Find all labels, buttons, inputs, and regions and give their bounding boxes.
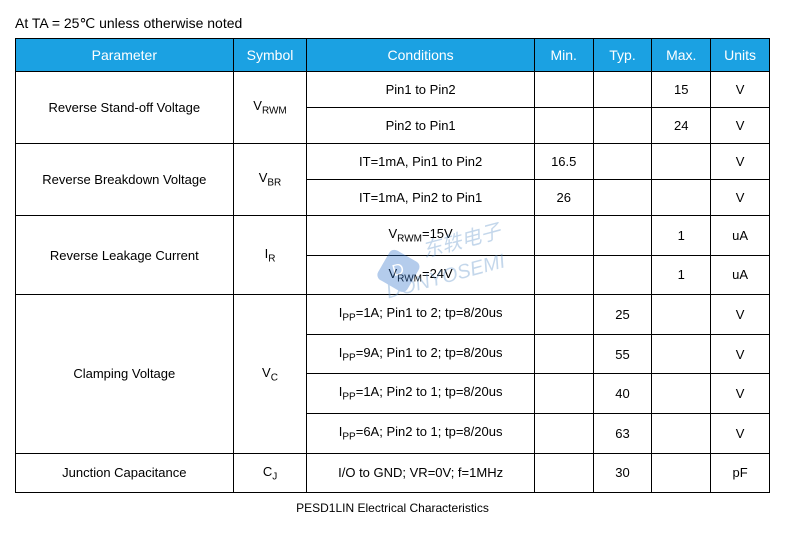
cell-min — [534, 216, 593, 256]
cell-symbol: VC — [233, 295, 307, 453]
table-caption: PESD1LIN Electrical Characteristics — [15, 501, 770, 515]
cell-symbol: VRWM — [233, 72, 307, 144]
cell-min — [534, 374, 593, 414]
table-row: Reverse Stand-off VoltageVRWMPin1 to Pin… — [16, 72, 770, 108]
cell-min — [534, 108, 593, 144]
table-row: Reverse Breakdown VoltageVBRIT=1mA, Pin1… — [16, 144, 770, 180]
cell-min — [534, 453, 593, 493]
cell-symbol: CJ — [233, 453, 307, 493]
cell-conditions: IPP=9A; Pin1 to 2; tp=8/20us — [307, 334, 534, 374]
cell-typ — [593, 144, 652, 180]
cell-min — [534, 413, 593, 453]
cell-min — [534, 72, 593, 108]
cell-parameter: Clamping Voltage — [16, 295, 234, 453]
cell-conditions: IT=1mA, Pin2 to Pin1 — [307, 180, 534, 216]
cell-min — [534, 295, 593, 335]
cell-typ — [593, 216, 652, 256]
table-row: Junction CapacitanceCJI/O to GND; VR=0V;… — [16, 453, 770, 493]
cell-max: 1 — [652, 255, 711, 295]
cell-min: 16.5 — [534, 144, 593, 180]
cell-parameter: Reverse Leakage Current — [16, 216, 234, 295]
cell-conditions: VRWM=15V — [307, 216, 534, 256]
cell-parameter: Junction Capacitance — [16, 453, 234, 493]
cell-parameter: Reverse Stand-off Voltage — [16, 72, 234, 144]
cell-conditions: IPP=6A; Pin2 to 1; tp=8/20us — [307, 413, 534, 453]
cell-max: 15 — [652, 72, 711, 108]
cell-typ: 30 — [593, 453, 652, 493]
cell-conditions: VRWM=24V — [307, 255, 534, 295]
cell-symbol: IR — [233, 216, 307, 295]
cell-typ — [593, 180, 652, 216]
cell-units: V — [711, 374, 770, 414]
table-header-row: Parameter Symbol Conditions Min. Typ. Ma… — [16, 39, 770, 72]
cell-max — [652, 180, 711, 216]
top-note: At TA = 25℃ unless otherwise noted — [15, 15, 771, 32]
cell-conditions: IT=1mA, Pin1 to Pin2 — [307, 144, 534, 180]
cell-typ — [593, 255, 652, 295]
cell-min: 26 — [534, 180, 593, 216]
cell-conditions: IPP=1A; Pin2 to 1; tp=8/20us — [307, 374, 534, 414]
cell-typ: 25 — [593, 295, 652, 335]
cell-units: V — [711, 413, 770, 453]
col-header-symbol: Symbol — [233, 39, 307, 72]
cell-min — [534, 255, 593, 295]
cell-max — [652, 413, 711, 453]
cell-units: V — [711, 144, 770, 180]
cell-max — [652, 374, 711, 414]
cell-units: uA — [711, 216, 770, 256]
cell-units: V — [711, 295, 770, 335]
col-header-units: Units — [711, 39, 770, 72]
col-header-min: Min. — [534, 39, 593, 72]
cell-units: V — [711, 72, 770, 108]
cell-max — [652, 144, 711, 180]
col-header-parameter: Parameter — [16, 39, 234, 72]
cell-conditions: Pin2 to Pin1 — [307, 108, 534, 144]
cell-parameter: Reverse Breakdown Voltage — [16, 144, 234, 216]
cell-symbol: VBR — [233, 144, 307, 216]
cell-units: uA — [711, 255, 770, 295]
cell-units: V — [711, 334, 770, 374]
col-header-typ: Typ. — [593, 39, 652, 72]
cell-max — [652, 453, 711, 493]
table-body: Reverse Stand-off VoltageVRWMPin1 to Pin… — [16, 72, 770, 493]
cell-max: 24 — [652, 108, 711, 144]
characteristics-table: Parameter Symbol Conditions Min. Typ. Ma… — [15, 38, 770, 493]
cell-conditions: Pin1 to Pin2 — [307, 72, 534, 108]
cell-typ: 63 — [593, 413, 652, 453]
cell-conditions: IPP=1A; Pin1 to 2; tp=8/20us — [307, 295, 534, 335]
col-header-conditions: Conditions — [307, 39, 534, 72]
cell-typ — [593, 72, 652, 108]
cell-units: V — [711, 180, 770, 216]
cell-typ: 55 — [593, 334, 652, 374]
cell-typ: 40 — [593, 374, 652, 414]
cell-min — [534, 334, 593, 374]
col-header-max: Max. — [652, 39, 711, 72]
cell-units: pF — [711, 453, 770, 493]
cell-max — [652, 334, 711, 374]
cell-max: 1 — [652, 216, 711, 256]
cell-units: V — [711, 108, 770, 144]
cell-max — [652, 295, 711, 335]
table-row: Clamping VoltageVCIPP=1A; Pin1 to 2; tp=… — [16, 295, 770, 335]
cell-typ — [593, 108, 652, 144]
cell-conditions: I/O to GND; VR=0V; f=1MHz — [307, 453, 534, 493]
table-row: Reverse Leakage CurrentIRVRWM=15V1uA — [16, 216, 770, 256]
